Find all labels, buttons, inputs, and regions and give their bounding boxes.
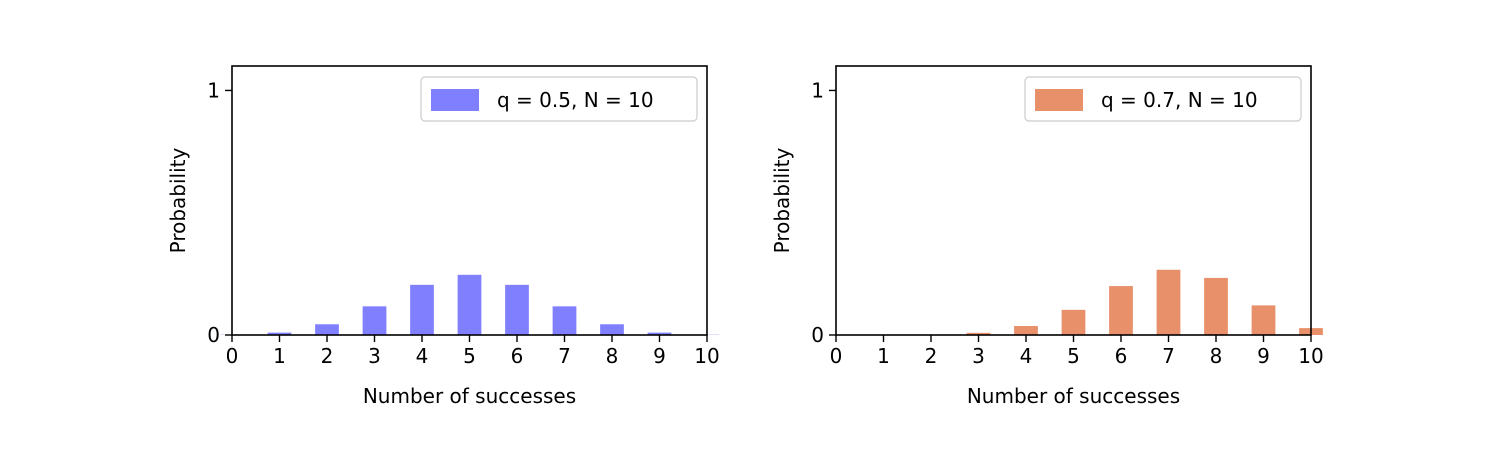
x-tick-label: 3 bbox=[972, 344, 985, 368]
x-tick-label: 1 bbox=[273, 344, 286, 368]
y-tick-label: 0 bbox=[207, 323, 220, 347]
x-tick-label: 3 bbox=[368, 344, 381, 368]
y-axis-label: Probability bbox=[770, 147, 794, 253]
legend-box bbox=[420, 76, 698, 122]
x-tick-label: 6 bbox=[1115, 344, 1128, 368]
x-tick-label: 0 bbox=[226, 344, 239, 368]
x-tick-label: 5 bbox=[463, 344, 476, 368]
bar bbox=[1109, 286, 1133, 335]
chart-right: 0 1 2 3 4 5 6 7 8 9 10 0 1 Number of successes Probabi… bbox=[770, 65, 1324, 408]
x-tick-label: 5 bbox=[1067, 344, 1080, 368]
bar bbox=[647, 332, 672, 335]
chart-left: 0 1 2 3 4 5 6 7 8 9 10 0 1 Number of successes Probabi… bbox=[166, 65, 720, 408]
x-tick-label: 4 bbox=[416, 344, 429, 368]
bar bbox=[1061, 309, 1086, 335]
y-tick-label: 1 bbox=[811, 78, 824, 102]
bar bbox=[315, 324, 339, 335]
bar bbox=[1156, 269, 1181, 335]
legend-label: q = 0.7, N = 10 bbox=[1101, 88, 1258, 112]
y-axis-label: Probability bbox=[166, 147, 190, 253]
bar bbox=[457, 274, 482, 335]
x-tick-label: 9 bbox=[653, 344, 666, 368]
x-axis-label: Number of successes bbox=[363, 384, 576, 408]
bar bbox=[267, 332, 292, 335]
x-tick-label: 4 bbox=[1020, 344, 1033, 368]
bar bbox=[966, 332, 991, 335]
legend-swatch bbox=[1035, 89, 1083, 111]
legend-box bbox=[1024, 76, 1302, 122]
x-tick-label: 2 bbox=[321, 344, 334, 368]
x-tick-label: 10 bbox=[694, 344, 719, 368]
bar bbox=[1014, 326, 1038, 335]
x-tick-label: 0 bbox=[830, 344, 843, 368]
bar bbox=[505, 284, 529, 335]
legend-label: q = 0.5, N = 10 bbox=[497, 88, 654, 112]
x-tick-label: 7 bbox=[1162, 344, 1175, 368]
x-tick-label: 9 bbox=[1257, 344, 1270, 368]
y-tick-label: 0 bbox=[811, 323, 824, 347]
y-tick-label: 1 bbox=[207, 78, 220, 102]
bar bbox=[1251, 305, 1276, 335]
bar bbox=[600, 324, 624, 335]
x-tick-label: 2 bbox=[925, 344, 938, 368]
x-tick-label: 1 bbox=[877, 344, 890, 368]
bar bbox=[410, 284, 434, 335]
bar bbox=[362, 306, 387, 335]
bar bbox=[552, 306, 577, 335]
x-tick-label: 6 bbox=[511, 344, 524, 368]
x-tick-label: 8 bbox=[1210, 344, 1223, 368]
x-tick-label: 8 bbox=[606, 344, 619, 368]
x-tick-label: 7 bbox=[558, 344, 571, 368]
x-axis-label: Number of successes bbox=[967, 384, 1180, 408]
bar bbox=[1204, 277, 1228, 335]
legend-swatch bbox=[431, 89, 479, 111]
x-tick-label: 10 bbox=[1298, 344, 1323, 368]
